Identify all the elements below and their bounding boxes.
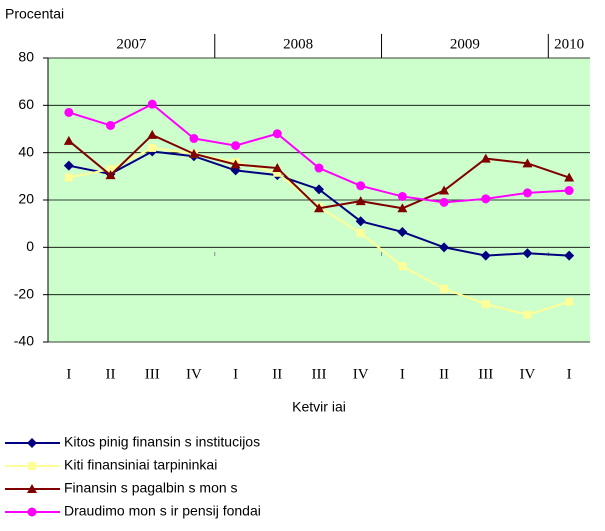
x-tick-label: II: [439, 366, 449, 382]
marker: [439, 185, 450, 195]
marker: [481, 300, 490, 309]
marker: [397, 203, 408, 213]
marker: [355, 196, 366, 206]
marker: [64, 107, 74, 117]
year-label: 2008: [283, 36, 313, 52]
marker: [148, 143, 157, 152]
marker: [27, 484, 37, 493]
marker: [106, 120, 116, 130]
x-tick-label: I: [66, 366, 71, 382]
x-tick-label: IV: [520, 366, 536, 382]
marker: [356, 229, 365, 238]
marker: [63, 160, 74, 171]
marker: [397, 226, 408, 237]
y-tick-label: 20: [18, 191, 34, 207]
marker: [398, 262, 407, 271]
marker: [564, 186, 574, 196]
marker: [480, 153, 491, 163]
marker: [565, 297, 574, 306]
marker: [147, 99, 157, 109]
marker: [440, 284, 449, 293]
y-tick-label: -20: [14, 285, 34, 301]
marker: [522, 158, 533, 168]
marker: [481, 194, 491, 204]
marker: [314, 184, 324, 195]
marker: [356, 181, 366, 191]
marker: [522, 248, 533, 259]
legend-label: Finansin s pagalbin s mon s: [64, 480, 238, 496]
y-tick-label: 0: [26, 238, 34, 254]
y-tick-label: 60: [18, 96, 34, 112]
y-tick-label: 80: [18, 49, 34, 65]
marker: [355, 216, 366, 227]
marker: [273, 168, 282, 177]
x-tick-label: III: [145, 366, 160, 382]
marker: [27, 438, 37, 448]
marker: [480, 250, 491, 261]
marker: [314, 203, 324, 213]
marker: [439, 197, 449, 207]
marker: [272, 129, 282, 139]
legend-label: Draudimo mon s ir pensij fondai: [64, 503, 261, 519]
marker: [105, 170, 116, 180]
marker: [397, 191, 407, 201]
y-tick-label: -40: [14, 333, 34, 349]
x-tick-label: III: [478, 366, 493, 382]
x-tick-label: IV: [186, 366, 202, 382]
marker: [523, 310, 532, 319]
marker: [27, 507, 37, 517]
y-tick-label: 40: [18, 143, 34, 159]
legend-label: Kiti finansiniai tarpininkai: [64, 457, 217, 473]
legend-label: Kitos pinig finansin s institucijos: [64, 434, 260, 450]
x-tick-label: I: [233, 366, 238, 382]
marker: [64, 173, 73, 182]
marker: [189, 133, 199, 143]
y-axis-label: Procentai: [5, 6, 64, 22]
marker: [439, 242, 450, 253]
marker: [188, 148, 199, 158]
marker: [522, 188, 532, 198]
x-axis-label: Ketvir iai: [292, 399, 346, 415]
x-tick-label: IV: [353, 366, 369, 382]
year-label: 2009: [450, 36, 480, 52]
marker: [564, 250, 575, 261]
marker: [564, 172, 575, 182]
x-tick-label: I: [567, 366, 572, 382]
x-tick-label: II: [272, 366, 282, 382]
marker: [106, 165, 115, 174]
marker: [314, 163, 324, 173]
marker: [272, 163, 283, 173]
x-tick-label: III: [312, 366, 327, 382]
marker: [28, 462, 36, 470]
marker: [63, 135, 74, 145]
x-tick-label: I: [400, 366, 405, 382]
marker: [147, 129, 158, 139]
marker: [230, 159, 241, 169]
marker: [231, 141, 241, 151]
year-label: 2007: [116, 36, 147, 52]
year-label: 2010: [554, 36, 584, 52]
x-tick-label: II: [106, 366, 116, 382]
